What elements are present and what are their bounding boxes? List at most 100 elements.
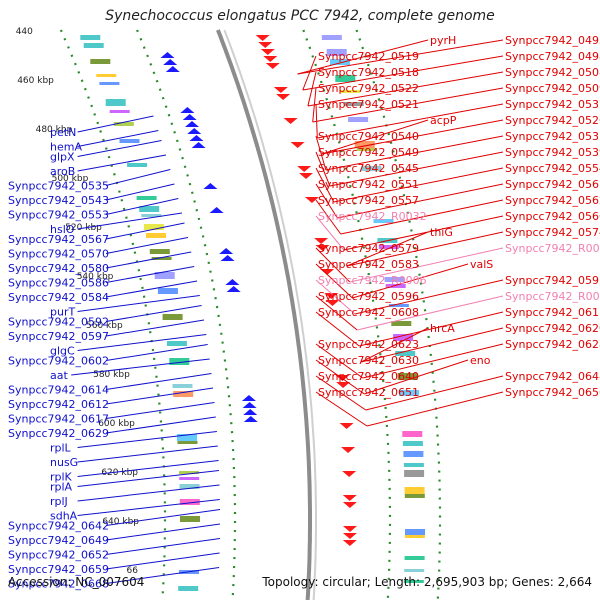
forward-gene-arrow [336,382,351,388]
left-gene-label: glpX [50,151,75,164]
scale-tick-label: 66 [127,566,139,576]
left-label-leader [105,266,195,283]
left-gene-label: Synpcc7942_0597 [8,330,109,343]
right-label-leader [297,39,429,75]
feature-band-outer-left [139,206,160,212]
feature-band-outer-right [403,463,424,467]
right-gene-label: Synpcc7942_0562 [505,194,600,207]
genome-backbone [216,29,312,601]
scale-tick-label: 620 kbp [101,468,138,478]
feature-band-outer-right [326,49,347,56]
right-label-leader [315,247,351,283]
feature-band-outer-left [136,196,157,200]
left-label-leader [105,280,198,298]
feature-band-outer-right [335,75,356,82]
feature-band-outer-right [397,373,418,380]
right-gene-label: Synpcc7942_0656 [505,386,600,399]
feature-band-outer-left [169,358,190,365]
right-gene-label: Synpcc7942_0608 [318,306,419,319]
scale-tick-label: 440 [16,27,33,37]
left-gene-label: purT [50,306,75,319]
feature-band-outer-left [154,272,175,279]
feature-band-outer-left [179,477,200,480]
feature-band-outer-right [404,569,425,572]
forward-gene-arrow [325,300,340,306]
left-label-leader [105,567,220,584]
right-gene-label: Synpcc7942_0611 [505,306,600,319]
right-gene-label: eno [470,354,491,367]
left-gene-label: Synpcc7942_0543 [8,194,109,207]
left-label-leader [105,416,216,434]
genome-backbone-shadow [223,29,317,601]
right-label-leader [315,167,335,203]
right-label-leader [315,199,342,235]
right-label-leader [312,87,504,123]
left-label-leader [77,115,154,133]
scale-tick-label: 560 kbp [86,321,123,331]
right-label-leader [346,231,429,267]
accession-text: Accession: NC_007604 [8,575,145,589]
feature-band-outer-left [141,214,162,217]
left-label-leader [105,509,221,526]
right-label-leader [315,359,365,395]
right-label-leader [343,215,504,251]
left-label-leader [105,222,185,240]
reverse-gene-arrow [243,416,258,422]
right-gene-label: Synpcc7942_0549 [318,146,419,159]
left-label-leader [105,237,188,254]
feature-band-outer-left [119,139,140,143]
left-gene-label: glgC [50,345,75,358]
right-label-leader [356,295,504,331]
right-label-leader [315,183,338,219]
feature-band-outer-right [404,470,425,477]
forward-gene-arrow [342,533,357,539]
feature-band-outer-left [109,110,130,113]
scale-tick-label: 480 kbp [36,125,73,135]
forward-gene-arrow [304,197,319,203]
right-gene-label: valS [470,258,493,271]
right-label-leader [333,167,504,203]
left-gene-label: Synpcc7942_0570 [8,248,109,261]
right-gene-label: Synpcc7942_0630 [318,354,419,367]
right-gene-label: thiG [430,226,453,239]
feature-band-outer-left [172,384,193,388]
right-gene-label: Synpcc7942_0623 [318,338,419,351]
left-label-leader [105,183,175,201]
left-label-leader [77,140,162,157]
feature-band-outer-left [173,391,194,397]
right-label-leader [315,263,353,299]
forward-gene-arrow [298,173,313,179]
left-gene-label: rplJ [50,495,68,508]
right-label-leader [321,119,504,155]
feature-band-outer-right [348,117,369,122]
left-label-leader [77,130,159,147]
feature-band-outer-right [384,277,405,282]
reverse-gene-arrow [185,121,199,127]
right-label-leader [312,87,317,123]
right-label-leader [302,55,504,91]
right-gene-label: Synpcc7942_0521 [318,98,419,111]
scale-tick-label: 600 kbp [98,419,135,429]
feature-band-outer-right [402,431,423,437]
forward-gene-arrow [297,166,312,172]
left-gene-label: Synpcc7942_0617 [8,413,109,426]
left-gene-label: nusG [50,456,78,469]
feature-band-outer-right [343,102,364,106]
feature-band-outer-left [146,233,166,238]
reverse-gene-arrow [191,142,206,148]
left-label-leader [77,445,218,463]
feature-band-outer-right [404,487,425,494]
reverse-gene-arrow [165,66,180,72]
right-gene-label: Synpcc7942_0583 [318,258,419,271]
left-gene-label: rplL [50,442,72,455]
right-label-leader [349,247,504,283]
left-gene-label: hslO [50,223,75,236]
right-label-leader [315,135,327,171]
right-label-leader [362,343,504,379]
left-label-leader [105,344,208,361]
right-label-leader [315,343,364,379]
left-label-leader [77,431,217,448]
right-gene-label: Synpcc7942_0540 [318,130,419,143]
scale-tick-label: 640 kbp [102,517,139,527]
